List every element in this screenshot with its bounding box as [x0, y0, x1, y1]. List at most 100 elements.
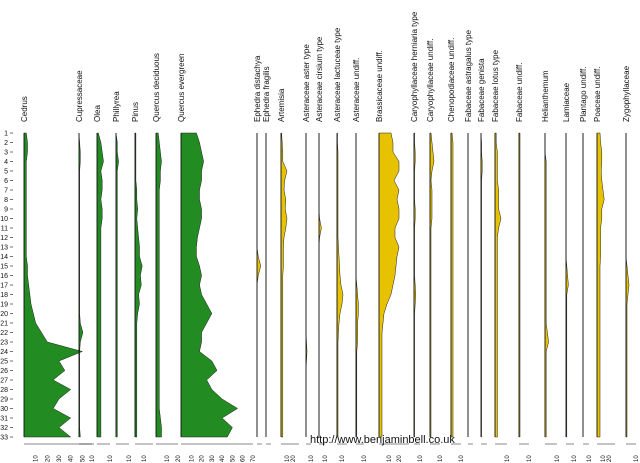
taxon-panel: Ephedra distachya [253, 55, 262, 445]
sample-label: 29 [0, 397, 8, 404]
sample-label: 23 [0, 340, 8, 347]
taxon-panel: 10 Asteraceae aster type [302, 44, 315, 462]
website-url: http://www.benjaminbell.co.uk [310, 434, 455, 446]
tick-label: 10 [527, 455, 533, 462]
taxon-area [625, 133, 630, 438]
taxon-label: Caryophyllaceae herniaria type [410, 11, 419, 122]
taxon-panel: 10 20 Brassicaceae undiff. [375, 50, 409, 462]
taxon-label: Fabaceae genista [477, 58, 486, 122]
sample-label: 4 [4, 159, 8, 166]
sample-label: 16 [0, 273, 8, 280]
tick-label: 40 [220, 455, 226, 462]
tick-label: 10 [418, 455, 424, 462]
taxon-area [23, 132, 84, 438]
sample-label: 6 [4, 178, 8, 185]
taxon-label: Asteraceae aster type [302, 44, 311, 122]
taxon-panels: 10 20 30 40 50Cedrus10Cupressaceae10Olea10Ph… [20, 11, 640, 462]
taxon-label: Asteraceae cirsium type [315, 36, 324, 122]
taxon-label: Fabaceae undiff. [515, 63, 524, 122]
taxon-area [544, 133, 549, 438]
taxon-panel: 10 20 30 40 50 60 70 Quercus evergreen [177, 54, 257, 462]
taxon-panel: 10 20 30 40 50 Cedrus [20, 96, 94, 462]
tick-label: 10 [285, 455, 291, 462]
taxon-label: Asteraceae undiff. [352, 58, 361, 122]
sample-label: 1 [4, 131, 8, 138]
tick-label: 20 [607, 455, 613, 462]
sample-label: 27 [0, 378, 8, 385]
sample-label: 17 [0, 283, 8, 290]
taxon-label: Asteraceae lactuceae type [333, 27, 342, 122]
sample-label: 30 [0, 406, 8, 413]
tick-label: 10 [362, 455, 368, 462]
tick-label: 10 [323, 455, 329, 462]
taxon-area [78, 132, 84, 438]
tick-label: 10 [189, 455, 195, 462]
taxon-area [450, 132, 454, 438]
taxon-panel: 10 Chenopodiaceae undiff. [447, 38, 465, 462]
taxon-panel: 10 Asteraceae undiff. [352, 58, 368, 462]
sample-label: 22 [0, 330, 8, 337]
tick-label: 10 [108, 455, 114, 462]
tick-label: 10 [90, 455, 96, 462]
taxon-area [596, 132, 605, 438]
sample-label: 5 [4, 169, 8, 176]
taxon-area [280, 132, 288, 438]
tick-label: 10 [34, 455, 40, 462]
sample-label: 28 [0, 387, 8, 394]
tick-label: 10 [438, 455, 444, 462]
sample-label: 10 [0, 216, 8, 223]
taxon-label: Zygophyllaceae [622, 65, 631, 122]
sample-label: 3 [4, 150, 8, 157]
taxon-area [378, 132, 400, 438]
taxon-label: Ephedra distachya [253, 55, 262, 122]
taxon-label: Phillyrea [112, 91, 121, 122]
taxon-label: Quercus deciduous [152, 53, 161, 122]
taxon-label: Cedrus [20, 96, 29, 122]
sample-label: 31 [0, 416, 8, 423]
taxon-panel: Fabaceae genista [477, 58, 487, 445]
taxon-label: Chenopodiaceae undiff. [447, 38, 456, 122]
taxon-panel: 10 Olea [93, 105, 114, 462]
taxon-panel: 10 Plantago undiff. [579, 67, 593, 462]
sample-label: 18 [0, 292, 8, 299]
sample-axis: 1234567891011121314151617181920212223242… [0, 131, 13, 442]
sample-label: 20 [0, 311, 8, 318]
tick-label: 10 [387, 455, 393, 462]
sample-label: 12 [0, 235, 8, 242]
taxon-panel: 10 Lamiaceae [562, 82, 578, 462]
taxon-panel: 10 Asteraceae cirsium type [315, 36, 329, 462]
tick-label: 10 [572, 455, 578, 462]
taxon-area [413, 132, 417, 438]
taxon-panel: 10 Caryophyllaceae undiff. [426, 39, 444, 462]
tick-label: 50 [80, 455, 86, 462]
taxon-panel: 10 Asteraceae lactuceae type [333, 27, 347, 462]
taxon-area [256, 133, 262, 437]
tick-label: 50 [230, 455, 236, 462]
sample-label: 26 [0, 368, 8, 375]
taxon-panel: 10 Phillyrea [112, 91, 133, 462]
taxon-label: Artemisia [277, 88, 286, 122]
taxon-panel: 10 Zygophyllaceae [622, 65, 640, 462]
taxon-panel: 10 20 Poaceae undiff. [593, 67, 615, 462]
taxon-panel: 10 Fabaceae undiff. [515, 63, 533, 462]
tick-label: 10 [601, 455, 607, 462]
sample-label: 2 [4, 140, 8, 147]
taxon-label: Helianthemum [541, 70, 550, 122]
taxon-panel: Ephedra fragilis [262, 66, 271, 445]
tick-label: 10 [505, 455, 511, 462]
taxon-label: Ephedra fragilis [262, 66, 271, 122]
taxon-area [134, 132, 143, 438]
taxon-panel: 10 Caryophyllaceae herniaria type [410, 11, 424, 462]
sample-label: 7 [4, 188, 8, 195]
taxon-area [180, 132, 239, 438]
tick-label: 20 [200, 455, 206, 462]
sample-label: 25 [0, 359, 8, 366]
tick-label: 10 [340, 455, 346, 462]
taxon-label: Quercus evergreen [177, 54, 186, 122]
taxon-panel: 10 Fabaceae lotus type [491, 49, 511, 462]
taxon-area [155, 132, 162, 438]
tick-label: 20 [291, 455, 297, 462]
taxon-area [494, 132, 502, 438]
taxon-label: Plantago undiff. [579, 67, 588, 122]
